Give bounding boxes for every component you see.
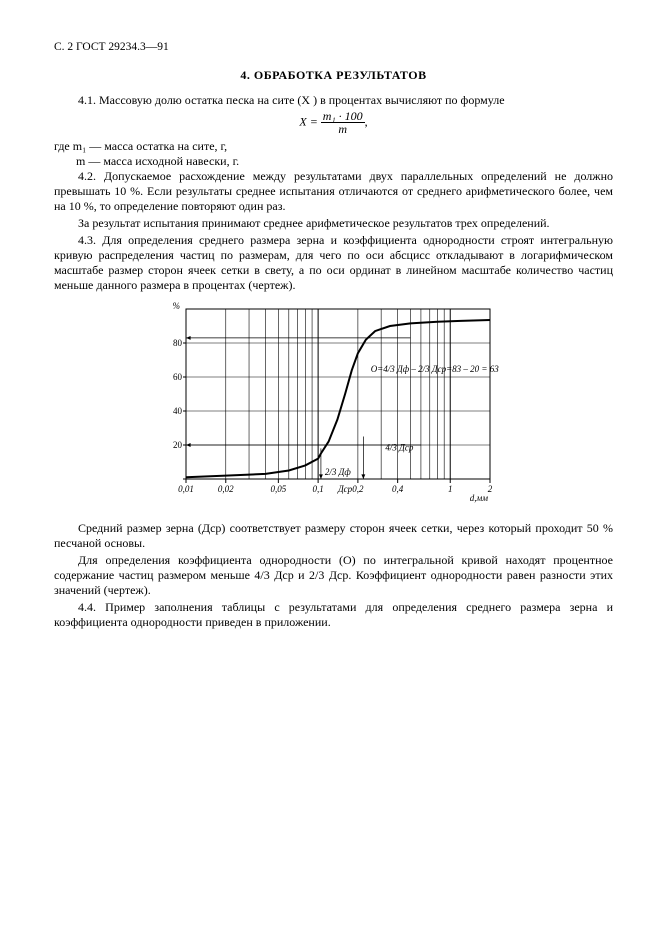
svg-text:0,02: 0,02 bbox=[217, 484, 233, 494]
para-after-1: Средний размер зерна (Дср) соответствует… bbox=[54, 521, 613, 551]
page: { "header": "С. 2 ГОСТ 29234.3—91", "sec… bbox=[0, 0, 661, 936]
formula-tail: , bbox=[365, 115, 368, 129]
svg-text:4/3 Дср: 4/3 Дср bbox=[385, 443, 413, 453]
svg-text:0,2: 0,2 bbox=[352, 484, 364, 494]
svg-text:%: % bbox=[172, 301, 180, 311]
formula-lhs: X = bbox=[299, 115, 317, 129]
svg-text:2/3 Дф: 2/3 Дф bbox=[324, 467, 350, 477]
para-4-2b: За результат испытания принимают среднее… bbox=[54, 216, 613, 231]
where-line-1: где m₁ — масса остатка на сите, г, bbox=[54, 139, 613, 154]
distribution-chart: 20 40 60 80% 0,01 0,02 0,05 0,1 0,2 0,4 1 2d,мм Дср 2… bbox=[158, 301, 510, 511]
formula: X = m₁ · 100 m , bbox=[54, 110, 613, 135]
svg-text:40: 40 bbox=[173, 406, 183, 416]
svg-text:0,1: 0,1 bbox=[312, 484, 323, 494]
svg-text:0,4: 0,4 bbox=[392, 484, 404, 494]
svg-text:d,мм: d,мм bbox=[469, 493, 487, 503]
para-4-1: 4.1. Массовую долю остатка песка на сите… bbox=[54, 93, 613, 108]
para-4-3: 4.3. Для определения среднего размера зе… bbox=[54, 233, 613, 293]
section-title: 4. ОБРАБОТКА РЕЗУЛЬТАТОВ bbox=[54, 68, 613, 83]
para-4-4: 4.4. Пример заполнения таблицы с результ… bbox=[54, 600, 613, 630]
svg-text:Дср: Дср bbox=[336, 484, 352, 494]
formula-den: m bbox=[321, 123, 365, 135]
svg-text:0,05: 0,05 bbox=[270, 484, 286, 494]
svg-text:1: 1 bbox=[447, 484, 452, 494]
para-after-2: Для определения коэффициента однородност… bbox=[54, 553, 613, 598]
svg-text:80: 80 bbox=[173, 338, 183, 348]
where-line-2: m — масса исходной навески, г. bbox=[54, 154, 613, 169]
svg-text:O=4/3 Дф – 2/3 Дср=83 – 20 = 6: O=4/3 Дф – 2/3 Дср=83 – 20 = 63 bbox=[370, 364, 499, 374]
formula-frac: m₁ · 100 m bbox=[321, 110, 365, 135]
svg-text:0,01: 0,01 bbox=[178, 484, 194, 494]
svg-text:20: 20 bbox=[173, 440, 183, 450]
svg-text:2: 2 bbox=[487, 484, 492, 494]
para-4-2a: 4.2. Допускаемое расхождение между резул… bbox=[54, 169, 613, 214]
svg-text:60: 60 bbox=[173, 372, 183, 382]
page-header: С. 2 ГОСТ 29234.3—91 bbox=[54, 40, 613, 54]
chart-container: 20 40 60 80% 0,01 0,02 0,05 0,1 0,2 0,4 1 2d,мм Дср 2… bbox=[158, 301, 510, 511]
